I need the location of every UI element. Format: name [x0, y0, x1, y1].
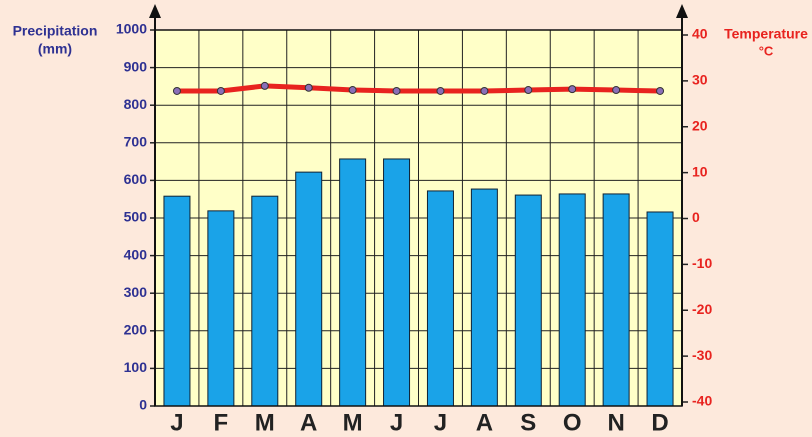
x-tick-label: A: [476, 409, 493, 436]
temperature-point: [216, 86, 225, 95]
y-axis-label: (mm): [38, 41, 72, 57]
bar: [646, 211, 674, 407]
temperature-point: [348, 86, 357, 95]
temperature-point: [392, 86, 401, 95]
y-tick-label: 600: [124, 171, 148, 187]
bar: [383, 158, 411, 407]
y2-tick-label: 40: [692, 26, 708, 42]
y-axis-arrow: [149, 4, 161, 18]
x-tick-label: N: [607, 409, 624, 436]
y-tick-label: 1000: [116, 21, 147, 37]
y2-tick-label: 0: [692, 209, 700, 225]
bar: [163, 195, 191, 407]
y-tick-label: 800: [124, 96, 148, 112]
y-tick-label: 900: [124, 58, 148, 74]
x-tick-label: A: [300, 409, 317, 436]
y2-tick-label: -20: [692, 301, 712, 317]
y-tick-label: 100: [124, 359, 148, 375]
temperature-point: [524, 86, 533, 95]
x-tick-label: F: [214, 409, 229, 436]
y2-axis-label: Temperature: [724, 26, 808, 42]
temperature-point: [480, 86, 489, 95]
y2-tick-label: 20: [692, 117, 708, 133]
x-tick-label: M: [255, 409, 275, 436]
bar: [514, 194, 542, 407]
bar: [426, 190, 454, 407]
bar: [295, 171, 323, 407]
x-tick-label: J: [170, 409, 183, 436]
x-tick-label: D: [651, 409, 668, 436]
bar: [339, 158, 367, 407]
temperature-point: [612, 86, 621, 95]
temperature-point: [656, 86, 665, 95]
x-tick-label: S: [520, 409, 536, 436]
bar: [602, 193, 630, 407]
y2-tick-label: 10: [692, 163, 708, 179]
x-tick-label: O: [563, 409, 582, 436]
y-tick-label: 0: [139, 397, 147, 413]
temperature-point: [304, 83, 313, 92]
x-tick-label: M: [343, 409, 363, 436]
bar: [470, 188, 498, 407]
bar: [251, 195, 279, 407]
x-tick-label: J: [390, 409, 403, 436]
x-tick-label: J: [434, 409, 447, 436]
y2-tick-label: 30: [692, 72, 708, 88]
y-tick-label: 300: [124, 284, 148, 300]
temperature-line: [176, 83, 661, 94]
y-tick-label: 700: [124, 134, 148, 150]
y2-axis-label: °C: [759, 43, 774, 58]
bar: [558, 193, 586, 407]
y-axis-label: Precipitation: [13, 23, 98, 39]
temperature-point: [568, 85, 577, 94]
temperature-point: [436, 86, 445, 95]
y-tick-label: 500: [124, 209, 148, 225]
temperature-point: [260, 81, 269, 90]
y2-tick-label: -10: [692, 255, 712, 271]
y2-tick-label: -40: [692, 393, 712, 409]
y2-axis-arrow: [676, 4, 688, 18]
temperature-point: [172, 86, 181, 95]
y-tick-label: 200: [124, 322, 148, 338]
y-tick-label: 400: [124, 246, 148, 262]
bar: [207, 210, 235, 407]
y2-tick-label: -30: [692, 347, 712, 363]
